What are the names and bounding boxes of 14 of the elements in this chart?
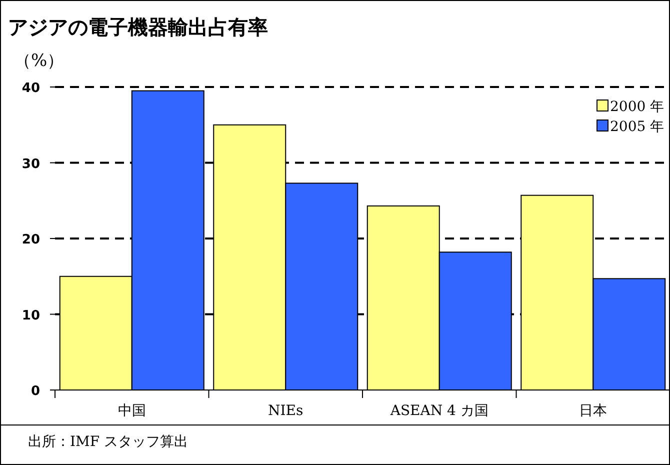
y-tick-label: 30 [22, 156, 40, 172]
x-tick-label: NIEs [268, 403, 304, 419]
y-axis-title: （%） [14, 51, 64, 71]
text: 出所：IMF スタッフ算出 [28, 434, 188, 450]
x-tick-label: 中国 [118, 403, 146, 419]
x-tick-label: 日本 [579, 403, 608, 419]
legend-label: 2005 年 [610, 119, 664, 135]
y-tick-label: 0 [30, 384, 40, 399]
y-tick-label: 10 [22, 308, 40, 324]
chart-title: アジアの電子機器輸出占有率 [8, 15, 268, 39]
y-tick-label: 40 [22, 81, 40, 96]
x-tick-label: ASEAN 4 カ国 [389, 403, 488, 419]
y-tick-label: 20 [22, 232, 40, 248]
legend-label: 2000 年 [610, 99, 664, 115]
